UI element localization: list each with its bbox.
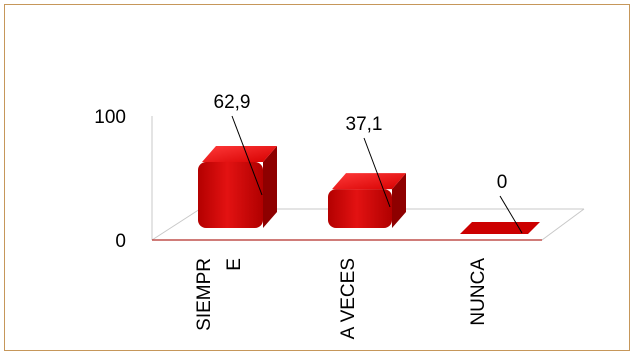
bar-top — [460, 222, 540, 234]
category-labels: SIEMPR E A VECES NUNCA — [194, 258, 489, 340]
bar — [460, 222, 540, 234]
y-ticks: 0 100 — [94, 107, 126, 252]
data-labels: 62,9 37,1 0 — [214, 92, 523, 234]
data-label-leader — [231, 115, 263, 196]
data-label: 62,9 — [214, 92, 251, 113]
bar — [328, 173, 406, 228]
data-label-leader — [363, 137, 391, 208]
data-label-leader — [499, 195, 523, 234]
data-label: 37,1 — [346, 114, 383, 135]
bar-side — [263, 146, 277, 228]
category-label: NUNCA — [468, 258, 489, 326]
chart-frame — [4, 4, 630, 351]
bar-top — [332, 173, 406, 190]
data-label: 0 — [497, 172, 508, 193]
bar-top — [202, 146, 277, 162]
bars — [198, 146, 540, 234]
floor-right-edge — [541, 208, 585, 241]
bar-front — [198, 162, 263, 228]
category-label: SIEMPR E — [194, 258, 245, 331]
bar-front — [328, 189, 392, 228]
bar — [198, 146, 277, 228]
y-tick-label: 0 — [115, 231, 126, 252]
bar-side — [392, 173, 406, 228]
category-label: A VECES — [338, 258, 359, 339]
floor-back-left — [151, 208, 201, 241]
y-tick-label: 100 — [94, 107, 126, 128]
